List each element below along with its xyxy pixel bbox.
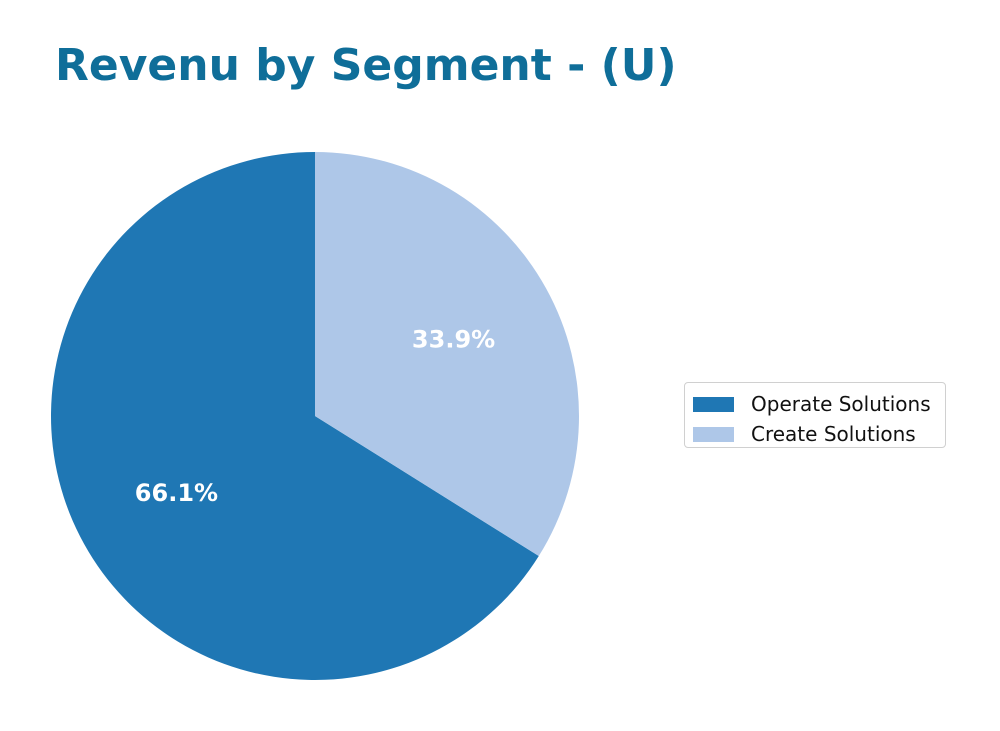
pie-label-create-solutions: 33.9% bbox=[412, 325, 495, 353]
pie-slice-create-solutions bbox=[315, 152, 579, 557]
chart-title: Revenu by Segment - (U) bbox=[55, 40, 677, 91]
legend: Operate Solutions Create Solutions bbox=[684, 382, 946, 448]
legend-swatch-operate bbox=[693, 396, 734, 412]
legend-item-create-solutions: Create Solutions bbox=[693, 419, 945, 449]
pie-label-operate-solutions: 66.1% bbox=[135, 479, 218, 507]
legend-swatch-create bbox=[693, 426, 734, 442]
legend-label-operate: Operate Solutions bbox=[751, 392, 931, 416]
pie-slice-operate-solutions bbox=[50, 152, 539, 680]
legend-label-create: Create Solutions bbox=[751, 422, 916, 446]
legend-item-operate-solutions: Operate Solutions bbox=[693, 389, 945, 419]
